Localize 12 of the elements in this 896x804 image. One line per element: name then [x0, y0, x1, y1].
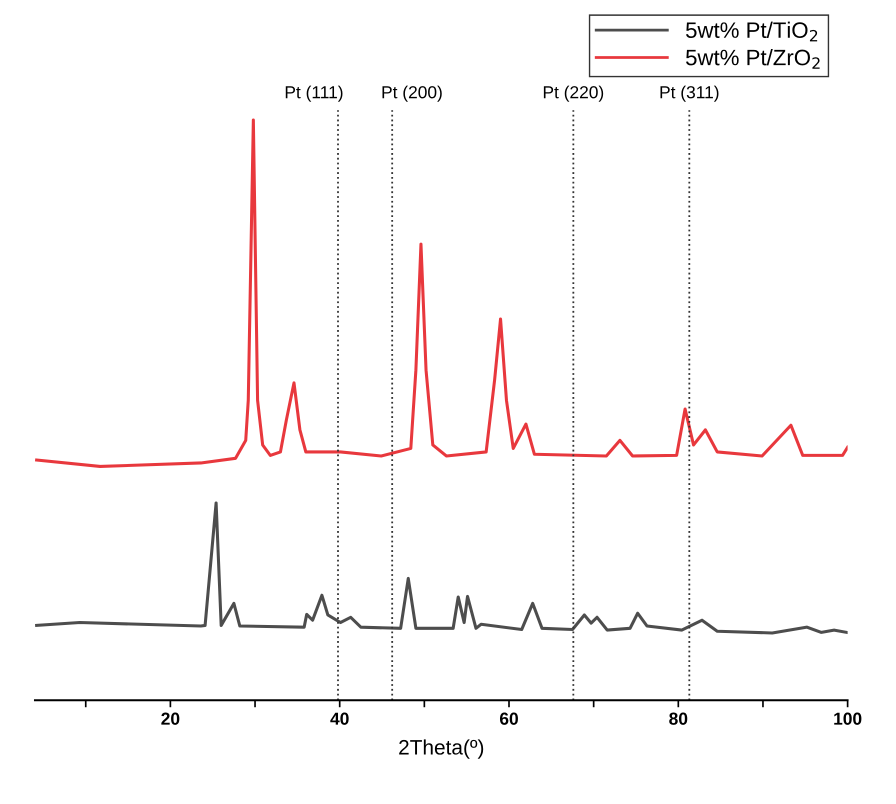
ref-line-label: Pt (200)	[382, 86, 442, 102]
ref-line-label: Pt (220)	[544, 86, 604, 102]
x-axis-title: 2Theta(º)	[399, 739, 484, 759]
x-tick-label: 100	[834, 712, 862, 725]
legend-label: 5wt% Pt/TiO$_{2}$	[686, 22, 818, 42]
ref-line-label: Pt (111)	[286, 86, 342, 102]
legend-label: 5wt% Pt/ZrO$_{2}$	[686, 49, 820, 69]
x-tick-label: 20	[161, 712, 180, 725]
ref-line-label: Pt (311)	[660, 86, 718, 102]
x-tick-label: 80	[669, 712, 688, 725]
x-tick-label: 40	[330, 712, 349, 725]
x-tick-label: 60	[500, 712, 518, 725]
